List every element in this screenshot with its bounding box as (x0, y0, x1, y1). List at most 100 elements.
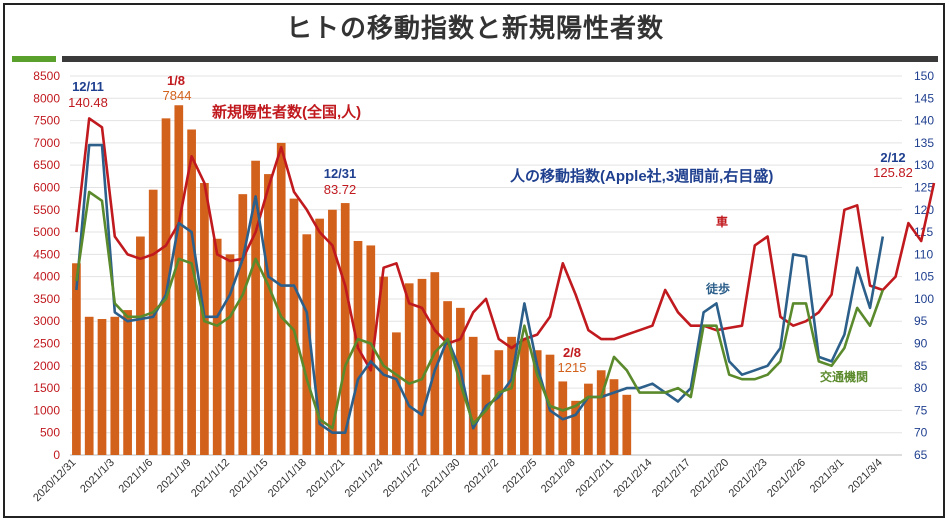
right-tick-label: 100 (914, 292, 934, 306)
right-tick-label: 80 (914, 381, 928, 395)
x-tick-label: 2021/1/6 (117, 457, 156, 496)
left-tick-label: 0 (53, 448, 60, 462)
right-tick-label: 130 (914, 158, 934, 172)
case-bar (315, 218, 324, 455)
left-tick-label: 8500 (33, 69, 60, 83)
x-tick-label: 2021/3/4 (846, 457, 885, 496)
x-tick-label: 2021/1/18 (266, 457, 309, 500)
title-accent-dark (62, 56, 938, 62)
right-tick-label: 70 (914, 426, 928, 440)
car-series-label: 車 (716, 214, 728, 229)
right-tick-label: 110 (914, 247, 933, 261)
case-bar (148, 189, 158, 455)
right-tick-label: 140 (914, 114, 934, 128)
annotation-value: 83.72 (324, 182, 357, 197)
case-bar (97, 319, 107, 455)
case-bar (174, 105, 184, 456)
x-tick-label: 2021/1/21 (304, 457, 347, 500)
left-tick-label: 4500 (33, 247, 60, 261)
right-tick-label: 135 (914, 136, 934, 150)
car-line (75, 117, 936, 372)
x-axis-labels: 2020/12/31 2021/1/3 2021/1/6 2021/1/92021/1… (31, 457, 885, 504)
case-bar (187, 129, 196, 455)
right-tick-label: 105 (914, 270, 934, 284)
x-tick-label: 2021/2/20 (688, 457, 731, 500)
x-tick-label: 2021/1/15 (227, 457, 270, 500)
case-bar (110, 316, 120, 455)
case-bar (404, 283, 414, 455)
x-tick-label: 2021/2/17 (650, 457, 693, 500)
left-tick-label: 3500 (33, 292, 60, 306)
case-bar (417, 278, 427, 455)
x-tick-label: 2021/2/11 (574, 457, 617, 500)
left-tick-label: 1000 (33, 403, 60, 417)
x-tick-label: 2021/1/30 (419, 457, 462, 500)
title-accent-green (12, 56, 56, 62)
case-bar (392, 332, 401, 455)
bars-label: 新規陽性者数(全国,人) (212, 103, 361, 121)
x-tick-label: 2021/2/8 (539, 457, 578, 496)
case-bar (443, 301, 452, 455)
right-tick-label: 90 (914, 337, 928, 351)
annotation-date: 12/11 (72, 79, 104, 94)
case-bar (302, 234, 312, 455)
case-bar (84, 316, 94, 455)
case-bar (571, 400, 580, 455)
case-bar (584, 383, 593, 455)
right-tick-label: 75 (914, 403, 928, 417)
right-tick-label: 85 (914, 359, 928, 373)
right-tick-label: 125 (914, 180, 934, 194)
x-tick-label: 2021/1/24 (343, 457, 386, 500)
case-bar (494, 350, 504, 455)
case-bar (520, 339, 529, 455)
case-bar (609, 379, 619, 455)
left-tick-label: 6000 (33, 180, 60, 194)
case-bar (251, 160, 260, 455)
case-bar (532, 350, 542, 455)
annotation-date: 12/31 (324, 166, 357, 181)
x-tick-label: 2021/2/2 (462, 457, 501, 496)
left-tick-label: 5000 (33, 225, 60, 239)
left-tick-label: 7500 (33, 114, 60, 128)
right-tick-label: 150 (914, 69, 934, 83)
x-tick-label: 2021/1/27 (381, 457, 424, 500)
annotation-value: 1215 (558, 360, 587, 375)
case-bar (238, 194, 248, 456)
left-tick-label: 8000 (33, 91, 60, 105)
case-bar (225, 254, 235, 455)
case-bar (264, 174, 273, 455)
x-tick-label: 2020/12/31 (31, 457, 78, 504)
annotation-value: 140.48 (68, 95, 108, 110)
lines-label: 人の移動指数(Apple社,3週間前,右目盛) (510, 167, 773, 185)
case-bar (161, 118, 171, 455)
case-bar (596, 370, 606, 455)
x-tick-label: 2021/1/12 (189, 457, 232, 500)
case-bar (507, 336, 516, 455)
annotation-value: 7844 (163, 88, 192, 103)
left-tick-label: 5500 (33, 203, 60, 217)
case-bar (622, 394, 632, 455)
annotation-date: 2/8 (563, 345, 581, 360)
right-tick-label: 145 (914, 91, 934, 105)
left-tick-label: 3000 (33, 314, 60, 328)
case-bar (366, 245, 376, 455)
annotation-date: 2/12 (880, 150, 905, 165)
case-bar (481, 374, 491, 455)
case-bar (468, 336, 478, 455)
left-tick-label: 500 (40, 426, 60, 440)
left-axis: 0 500 1000 1500 2000 2500 3000 3500 4000 4500 5000… (33, 69, 60, 462)
transit-series-label: 交通機関 (820, 369, 868, 384)
case-bar (328, 209, 337, 455)
x-tick-label: 2021/2/14 (611, 457, 654, 500)
case-bar (136, 236, 145, 455)
right-axis: 6570758085909510010511011512012513013514… (914, 69, 934, 462)
case-bar (72, 263, 81, 455)
x-tick-label: 2021/3/1 (808, 457, 847, 496)
case-bar (276, 142, 286, 455)
case-bar (430, 272, 440, 455)
mobility-lines (75, 117, 936, 435)
x-tick-label: 2021/2/26 (765, 457, 808, 500)
case-bar (212, 238, 222, 455)
